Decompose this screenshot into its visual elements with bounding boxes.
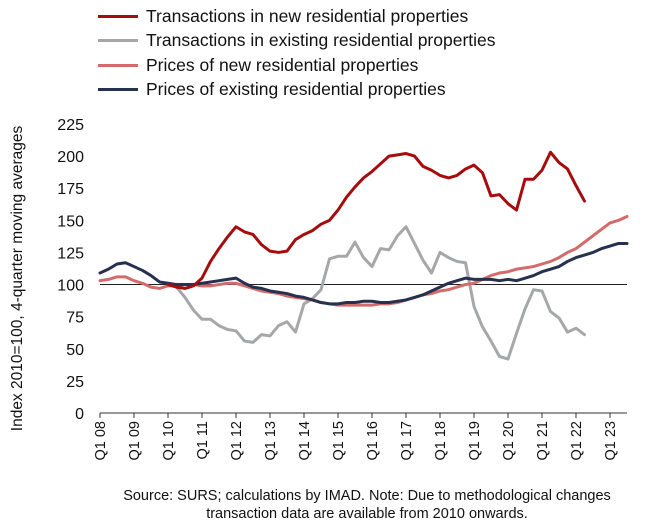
series-transactions-new xyxy=(166,150,586,290)
y-tick-label: 25 xyxy=(66,374,84,391)
legend-swatch-prices-new xyxy=(98,63,138,67)
x-tick-label: Q1 17 xyxy=(399,421,415,461)
legend-label-transactions-new: Transactions in new residential properti… xyxy=(146,5,469,26)
x-tick-label: Q1 11 xyxy=(195,421,211,459)
y-tick-label: 150 xyxy=(57,213,84,230)
source-note: Source: SURS; calculations by IMAD. Note… xyxy=(123,488,611,522)
legend: Transactions in new residential properti… xyxy=(98,4,496,102)
x-tick-label: Q1 10 xyxy=(161,421,177,461)
series-layer xyxy=(98,150,629,361)
legend-swatch-prices-existing xyxy=(98,88,138,92)
x-tick-label: Q1 15 xyxy=(331,421,347,461)
y-axis-label: Index 2010=100, 4-quarter moving average… xyxy=(9,126,26,432)
legend-item-prices-new: Prices of new residential properties xyxy=(98,53,496,78)
x-tick-label: Q1 16 xyxy=(365,421,381,461)
series-transactions-existing xyxy=(166,225,586,361)
x-tick-label: Q1 19 xyxy=(467,421,483,461)
x-tick-label: Q1 20 xyxy=(501,421,517,461)
x-tick-label: Q1 22 xyxy=(569,421,585,461)
y-tick-label: 175 xyxy=(57,181,84,198)
legend-swatch-transactions-new xyxy=(98,14,138,18)
x-tick-label: Q1 21 xyxy=(535,421,551,461)
y-tick-label: 125 xyxy=(57,245,84,262)
legend-item-prices-existing: Prices of existing residential propertie… xyxy=(98,78,496,103)
legend-label-prices-new: Prices of new residential properties xyxy=(146,54,419,75)
legend-label-transactions-existing: Transactions in existing residential pro… xyxy=(146,30,496,51)
x-tick-label: Q1 09 xyxy=(127,421,143,461)
y-tick-label: 75 xyxy=(66,310,84,327)
y-axis-ticks: 0 25 50 75 100 125 150 175 200 225 xyxy=(57,117,84,423)
y-tick-label: 100 xyxy=(57,278,84,295)
legend-swatch-transactions-existing xyxy=(98,39,138,43)
series-prices-existing xyxy=(98,241,629,306)
x-tick-label: Q1 12 xyxy=(229,421,245,461)
y-tick-label: 200 xyxy=(57,149,84,166)
legend-item-transactions-new: Transactions in new residential properti… xyxy=(98,4,496,29)
x-tick-label: Q1 13 xyxy=(263,421,279,461)
legend-label-prices-existing: Prices of existing residential propertie… xyxy=(146,79,446,100)
x-tick-label: Q1 23 xyxy=(603,421,619,461)
x-tick-label: Q1 14 xyxy=(297,421,313,461)
y-tick-label: 0 xyxy=(75,406,84,423)
x-tick-label: Q1 18 xyxy=(433,421,449,461)
y-tick-label: 50 xyxy=(66,342,84,359)
x-axis-ticks: Q1 08 Q1 09 Q1 10 Q1 11 Q1 12 Q1 13 Q1 14 Q1 15… xyxy=(93,413,619,461)
y-tick-label: 225 xyxy=(57,117,84,134)
legend-item-transactions-existing: Transactions in existing residential pro… xyxy=(98,29,496,54)
x-tick-label: Q1 08 xyxy=(93,421,109,461)
